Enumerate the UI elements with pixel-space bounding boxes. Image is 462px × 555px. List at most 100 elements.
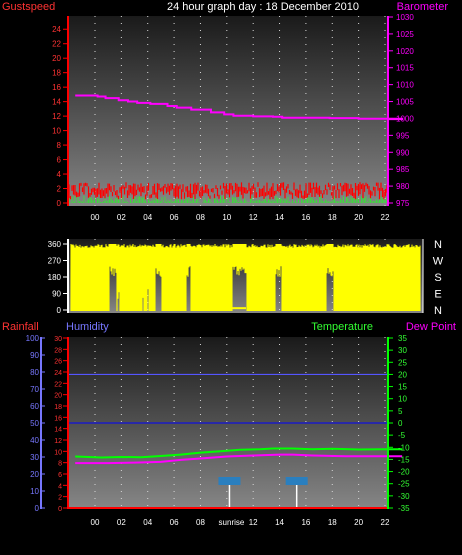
rain-tick-24: 24	[54, 370, 62, 377]
temperature-ticks: -35 -30 -25 -20 -15 -10 -5 0 5 10 15 20 25 30 35	[388, 334, 410, 513]
barometer-line	[75, 94, 404, 121]
plot-area-1	[68, 16, 388, 206]
rain-tick-28: 28	[54, 347, 62, 354]
gust-tick-18: 18	[52, 69, 61, 78]
sun-marker-box-0	[218, 477, 241, 485]
series-dew-point	[75, 453, 403, 465]
baro-tick-995: 995	[396, 131, 410, 140]
x-tick-1-22: 22	[381, 213, 390, 222]
gust-tick-0: 0	[57, 199, 62, 208]
gust-tick-24: 24	[52, 25, 61, 34]
temp-tick--30: -30	[398, 492, 410, 501]
dir-tick-90: 90	[52, 290, 61, 299]
baro-tick-1000: 1000	[396, 114, 414, 123]
rain-tick-16: 16	[54, 415, 62, 422]
x-tick-3-12: 12	[249, 518, 258, 527]
compass-0: N	[434, 239, 442, 251]
rain-tick-26: 26	[54, 359, 62, 366]
barometer-ticks: 975 980 985 990 995 1000 1005 1010 1015 1020 1025 1…	[388, 13, 414, 208]
hum-tick-60: 60	[30, 402, 39, 411]
hum-tick-10: 10	[30, 487, 39, 496]
temp-tick--5: -5	[398, 431, 406, 440]
baro-tick-1005: 1005	[396, 98, 414, 107]
gust-tick-16: 16	[52, 83, 61, 92]
x-tick-3-06: 06	[170, 518, 179, 527]
rain-tick-6: 6	[58, 472, 62, 479]
temperature-label: Temperature	[311, 321, 373, 333]
temp-tick--10: -10	[398, 443, 410, 452]
hum-tick-70: 70	[30, 385, 39, 394]
temp-tick-20: 20	[398, 370, 407, 379]
direction-ticks: 0 90 180 270 360	[48, 240, 68, 315]
rain-tick-2: 2	[58, 495, 62, 502]
grid-3	[94, 337, 386, 509]
temp-tick-5: 5	[398, 407, 403, 416]
dir-tick-0: 0	[57, 306, 62, 315]
gust-tick-20: 20	[52, 54, 61, 63]
hum-tick-90: 90	[30, 351, 39, 360]
baro-tick-1020: 1020	[396, 47, 414, 56]
dewpoint-label: Dew Point	[406, 321, 456, 333]
panel-gust-barometer: Gustspeed Barometer 02468101214161820222…	[2, 1, 448, 222]
hum-tick-80: 80	[30, 368, 39, 377]
gust-tick-14: 14	[52, 98, 61, 107]
x-tick-3-20: 20	[354, 518, 363, 527]
x-tick-1-00: 00	[91, 213, 100, 222]
x-tick-1-16: 16	[301, 213, 310, 222]
x-tick-1-14: 14	[275, 213, 284, 222]
rain-tick-0: 0	[58, 506, 62, 513]
rain-tick-8: 8	[58, 461, 62, 468]
baro-tick-985: 985	[396, 165, 410, 174]
temp-tick-35: 35	[398, 334, 407, 343]
temp-tick-15: 15	[398, 383, 407, 392]
temperature-lines	[75, 447, 403, 465]
x-tick-3-08: 08	[196, 518, 205, 527]
x-tick-3-14: 14	[275, 518, 284, 527]
compass-2: S	[434, 272, 441, 284]
temp-tick--25: -25	[398, 480, 410, 489]
rain-tick-14: 14	[54, 427, 62, 434]
temp-tick-10: 10	[398, 395, 407, 404]
x-tick-3-22: 22	[381, 518, 390, 527]
humidity-ticks: 0 10 20 30 40 50 60 70 80 90 100	[26, 334, 45, 513]
gust-tick-12: 12	[52, 112, 61, 121]
compass-1: W	[433, 256, 444, 268]
temp-tick--35: -35	[398, 504, 410, 513]
x-tick-1-10: 10	[222, 213, 231, 222]
gust-tick-6: 6	[57, 156, 62, 165]
compass-4: N	[434, 305, 442, 317]
x-ticks-3: 00 02 04 06 08 12 14 16 18 20 22	[91, 518, 390, 527]
x-tick-1-04: 04	[143, 213, 152, 222]
x-tick-3-18: 18	[328, 518, 337, 527]
page-title: 24 hour graph day : 18 December 2010	[167, 1, 359, 13]
sun-markers: sunrise	[218, 477, 308, 527]
temp-tick-30: 30	[398, 346, 407, 355]
panel-temp-humidity: Rainfall Humidity Temperature Dew Point …	[2, 321, 456, 527]
rain-tick-12: 12	[54, 438, 62, 445]
series-temperature	[75, 447, 403, 459]
dir-tick-360: 360	[48, 240, 62, 249]
rain-tick-20: 20	[54, 393, 62, 400]
gust-tick-8: 8	[57, 141, 62, 150]
rain-tick-18: 18	[54, 404, 62, 411]
rain-tick-4: 4	[58, 483, 62, 490]
x-tick-1-20: 20	[354, 213, 363, 222]
temp-tick-25: 25	[398, 358, 407, 367]
x-tick-1-06: 06	[170, 213, 179, 222]
gust-tick-4: 4	[57, 170, 62, 179]
hum-tick-40: 40	[30, 436, 39, 445]
baro-tick-1010: 1010	[396, 81, 414, 90]
hum-tick-0: 0	[35, 504, 40, 513]
x-tick-3-00: 00	[91, 518, 100, 527]
baro-tick-990: 990	[396, 148, 410, 157]
temp-tick--20: -20	[398, 468, 410, 477]
x-tick-3-16: 16	[301, 518, 310, 527]
baro-tick-1015: 1015	[396, 64, 414, 73]
humidity-label: Humidity	[66, 321, 109, 333]
sun-marker-label-0: sunrise	[219, 518, 245, 527]
